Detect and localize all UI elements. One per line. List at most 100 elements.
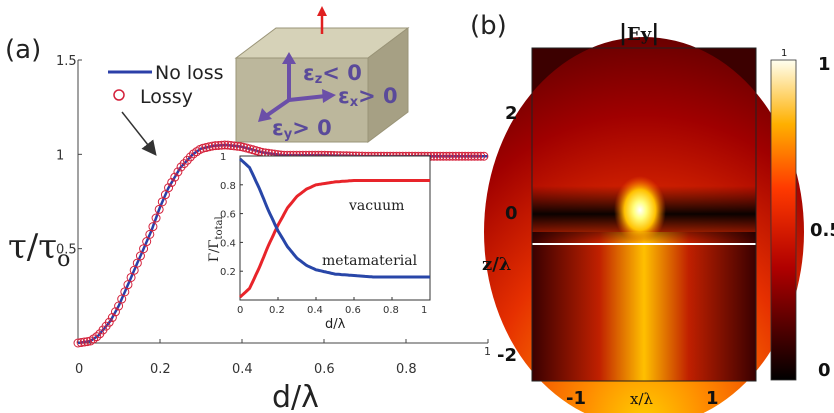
- inset-ylabel: Γ/Γtotal: [207, 216, 225, 262]
- inset-metamaterial-label: metamaterial: [322, 253, 418, 269]
- main-xtick-label: 0.8: [396, 362, 417, 377]
- series-lossy-point: [104, 317, 114, 327]
- ey-axis-icon: [264, 98, 291, 118]
- colorbar-tick-05: 0.5: [810, 220, 834, 241]
- inset-xtick-label: 0.8: [383, 305, 399, 316]
- main-ytick-label: 0.5: [56, 243, 77, 258]
- colorbar-top-small-label: 1: [781, 48, 787, 59]
- series-lossy-point: [189, 149, 199, 159]
- main-legend: No loss Lossy: [108, 62, 224, 108]
- series-lossy-point: [110, 307, 120, 317]
- colorbar-tick-0: 0: [818, 360, 831, 381]
- series-lossy-point: [164, 183, 174, 193]
- series-lossy-point: [441, 151, 451, 161]
- dipole-arrowhead-icon: [317, 6, 327, 16]
- inset-xtick-label: 0.2: [269, 305, 285, 316]
- inset-ytick-label: 0.4: [220, 238, 236, 249]
- ey-arrowhead-icon: [258, 108, 272, 122]
- series-lossy-point: [179, 159, 189, 169]
- inset-xlabel: d/λ: [325, 317, 346, 332]
- series-lossy-point: [451, 151, 461, 161]
- inset-ytick-label: 0.2: [220, 267, 236, 278]
- series-lossy-point: [445, 151, 455, 161]
- panel-label-b: (b): [470, 11, 507, 41]
- series-lossy-point: [207, 141, 217, 151]
- main-xtick-label: 0: [75, 362, 83, 377]
- heatmap-title: |Ey|: [619, 21, 659, 46]
- series-lossy-point: [460, 151, 470, 161]
- series-lossy-point: [220, 140, 230, 150]
- main-ylabel: τ/τo: [8, 227, 70, 272]
- heatmap-ytick-2: 2: [505, 103, 518, 124]
- legend-no-loss-label: No loss: [155, 62, 224, 84]
- series-lossy-point: [198, 143, 208, 153]
- main-xtick-label: 1: [484, 345, 491, 358]
- series-lossy-point: [226, 141, 236, 151]
- heatmap-xtick-neg1: -1: [566, 388, 586, 409]
- heatmap-frame: [531, 47, 757, 382]
- main-xtick-label: 0.6: [314, 362, 335, 377]
- ey-label: εy> 0: [272, 116, 332, 142]
- ex-arrowhead-icon: [322, 89, 336, 103]
- main-ytick-label: 1.5: [56, 54, 77, 69]
- series-lossy-point: [204, 142, 214, 152]
- series-lossy-point: [466, 151, 476, 161]
- series-lossy-point: [454, 151, 464, 161]
- series-lossy-point: [473, 151, 483, 161]
- main-xlabel: d/λ: [272, 380, 319, 413]
- main-ytick-label: 1: [56, 148, 64, 163]
- series-lossy-point: [217, 140, 227, 150]
- series-lossy-point: [438, 151, 448, 161]
- panel-label-a: (a): [5, 35, 41, 65]
- ez-label: εz< 0: [303, 61, 362, 87]
- series-lossy-point: [176, 162, 186, 172]
- inset-series-metamaterial-line: [239, 157, 430, 279]
- series-lossy-point: [479, 151, 489, 161]
- inset-vacuum-label: vacuum: [348, 198, 404, 214]
- series-lossy-point: [79, 337, 89, 347]
- legend-lossy-label: Lossy: [140, 86, 193, 108]
- series-lossy-point: [173, 167, 183, 177]
- series-lossy-point: [107, 313, 117, 323]
- colorbar: 1 1 0.5 0: [770, 48, 834, 381]
- heatmap-ytick-neg2: -2: [497, 345, 517, 366]
- series-lossy-point: [235, 142, 245, 152]
- heatmap: |Ey| z/λ x/λ 2 0 -2 -1 1: [482, 21, 804, 413]
- series-lossy-point: [182, 155, 192, 165]
- inset-xtick-label: 1: [421, 305, 427, 316]
- series-lossy-point: [435, 151, 445, 161]
- main-chart: τ/τo d/λ: [8, 60, 488, 413]
- ex-axis-icon: [288, 94, 327, 102]
- series-lossy-point: [448, 151, 458, 161]
- series-lossy-point: [73, 338, 83, 348]
- series-lossy-point: [85, 336, 95, 346]
- inset-ytick-label: 0.8: [220, 181, 236, 192]
- series-lossy-point: [145, 229, 155, 239]
- colorbar-tick-1: 1: [818, 54, 831, 75]
- inset-xtick-label: 0.6: [345, 305, 361, 316]
- ez-arrowhead-icon: [282, 52, 296, 64]
- heatmap-lower-beam: [532, 232, 756, 381]
- series-lossy-point: [82, 337, 92, 347]
- series-lossy-point: [151, 213, 161, 223]
- heatmap-ytick-0: 0: [505, 203, 518, 224]
- inset-xtick-label: 0.4: [307, 305, 323, 316]
- inset-series-vacuum-line: [239, 179, 430, 299]
- heatmap-ylabel: z/λ: [482, 254, 511, 275]
- main-xtick-label: 0.4: [232, 362, 253, 377]
- series-lossy-point: [201, 143, 211, 153]
- series-lossy-point: [210, 141, 220, 151]
- cube-illustration: εz< 0 εx> 0 εy> 0: [234, 6, 410, 143]
- series-lossy-point: [476, 151, 486, 161]
- series-lossy-point: [148, 222, 158, 232]
- main-xtick-label: 0.2: [150, 362, 171, 377]
- series-lossy-point: [463, 151, 473, 161]
- series-lossy-point: [470, 151, 480, 161]
- ex-label: εx> 0: [338, 84, 398, 110]
- inset-ytick-label: 1: [220, 152, 226, 163]
- colorbar-gradient: [770, 59, 797, 381]
- series-lossy-point: [154, 204, 164, 214]
- series-lossy-point: [223, 140, 233, 150]
- heatmap-xtick-1: 1: [706, 388, 719, 409]
